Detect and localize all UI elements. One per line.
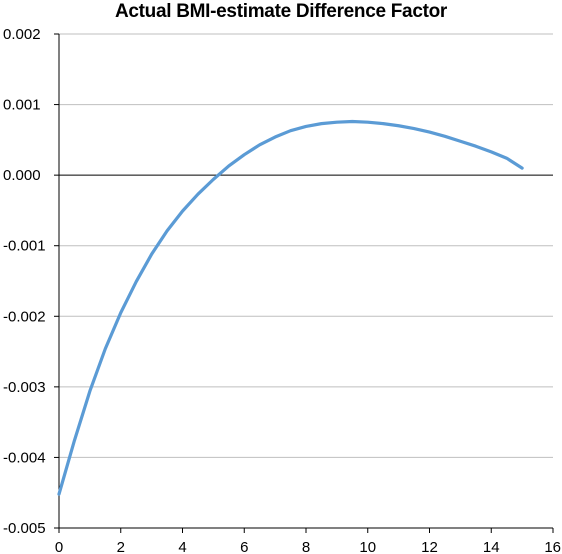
y-tick-label-7: -0.005 xyxy=(3,520,46,537)
y-tick-label-3: -0.001 xyxy=(3,238,46,255)
y-tick-label-4: -0.002 xyxy=(3,308,46,325)
x-tick-label-7: 14 xyxy=(483,539,500,554)
series-line-0 xyxy=(57,119,524,496)
x-tick-label-0: 0 xyxy=(55,539,63,554)
x-tick-label-3: 6 xyxy=(240,539,248,554)
y-tick-label-1: 0.001 xyxy=(3,97,41,114)
x-tick-label-8: 16 xyxy=(544,539,561,554)
y-tick-label-6: -0.004 xyxy=(3,449,46,466)
x-tick-label-2: 4 xyxy=(178,539,186,554)
x-tick-label-5: 10 xyxy=(359,539,376,554)
y-tick-label-5: -0.003 xyxy=(3,379,46,396)
y-tick-label-2: 0.000 xyxy=(3,167,41,184)
x-tick-label-1: 2 xyxy=(117,539,125,554)
x-tick-label-6: 12 xyxy=(421,539,438,554)
y-tick-label-0: 0.002 xyxy=(3,26,41,43)
chart-title: Actual BMI-estimate Difference Factor xyxy=(114,1,448,22)
x-tick-label-4: 8 xyxy=(302,539,310,554)
